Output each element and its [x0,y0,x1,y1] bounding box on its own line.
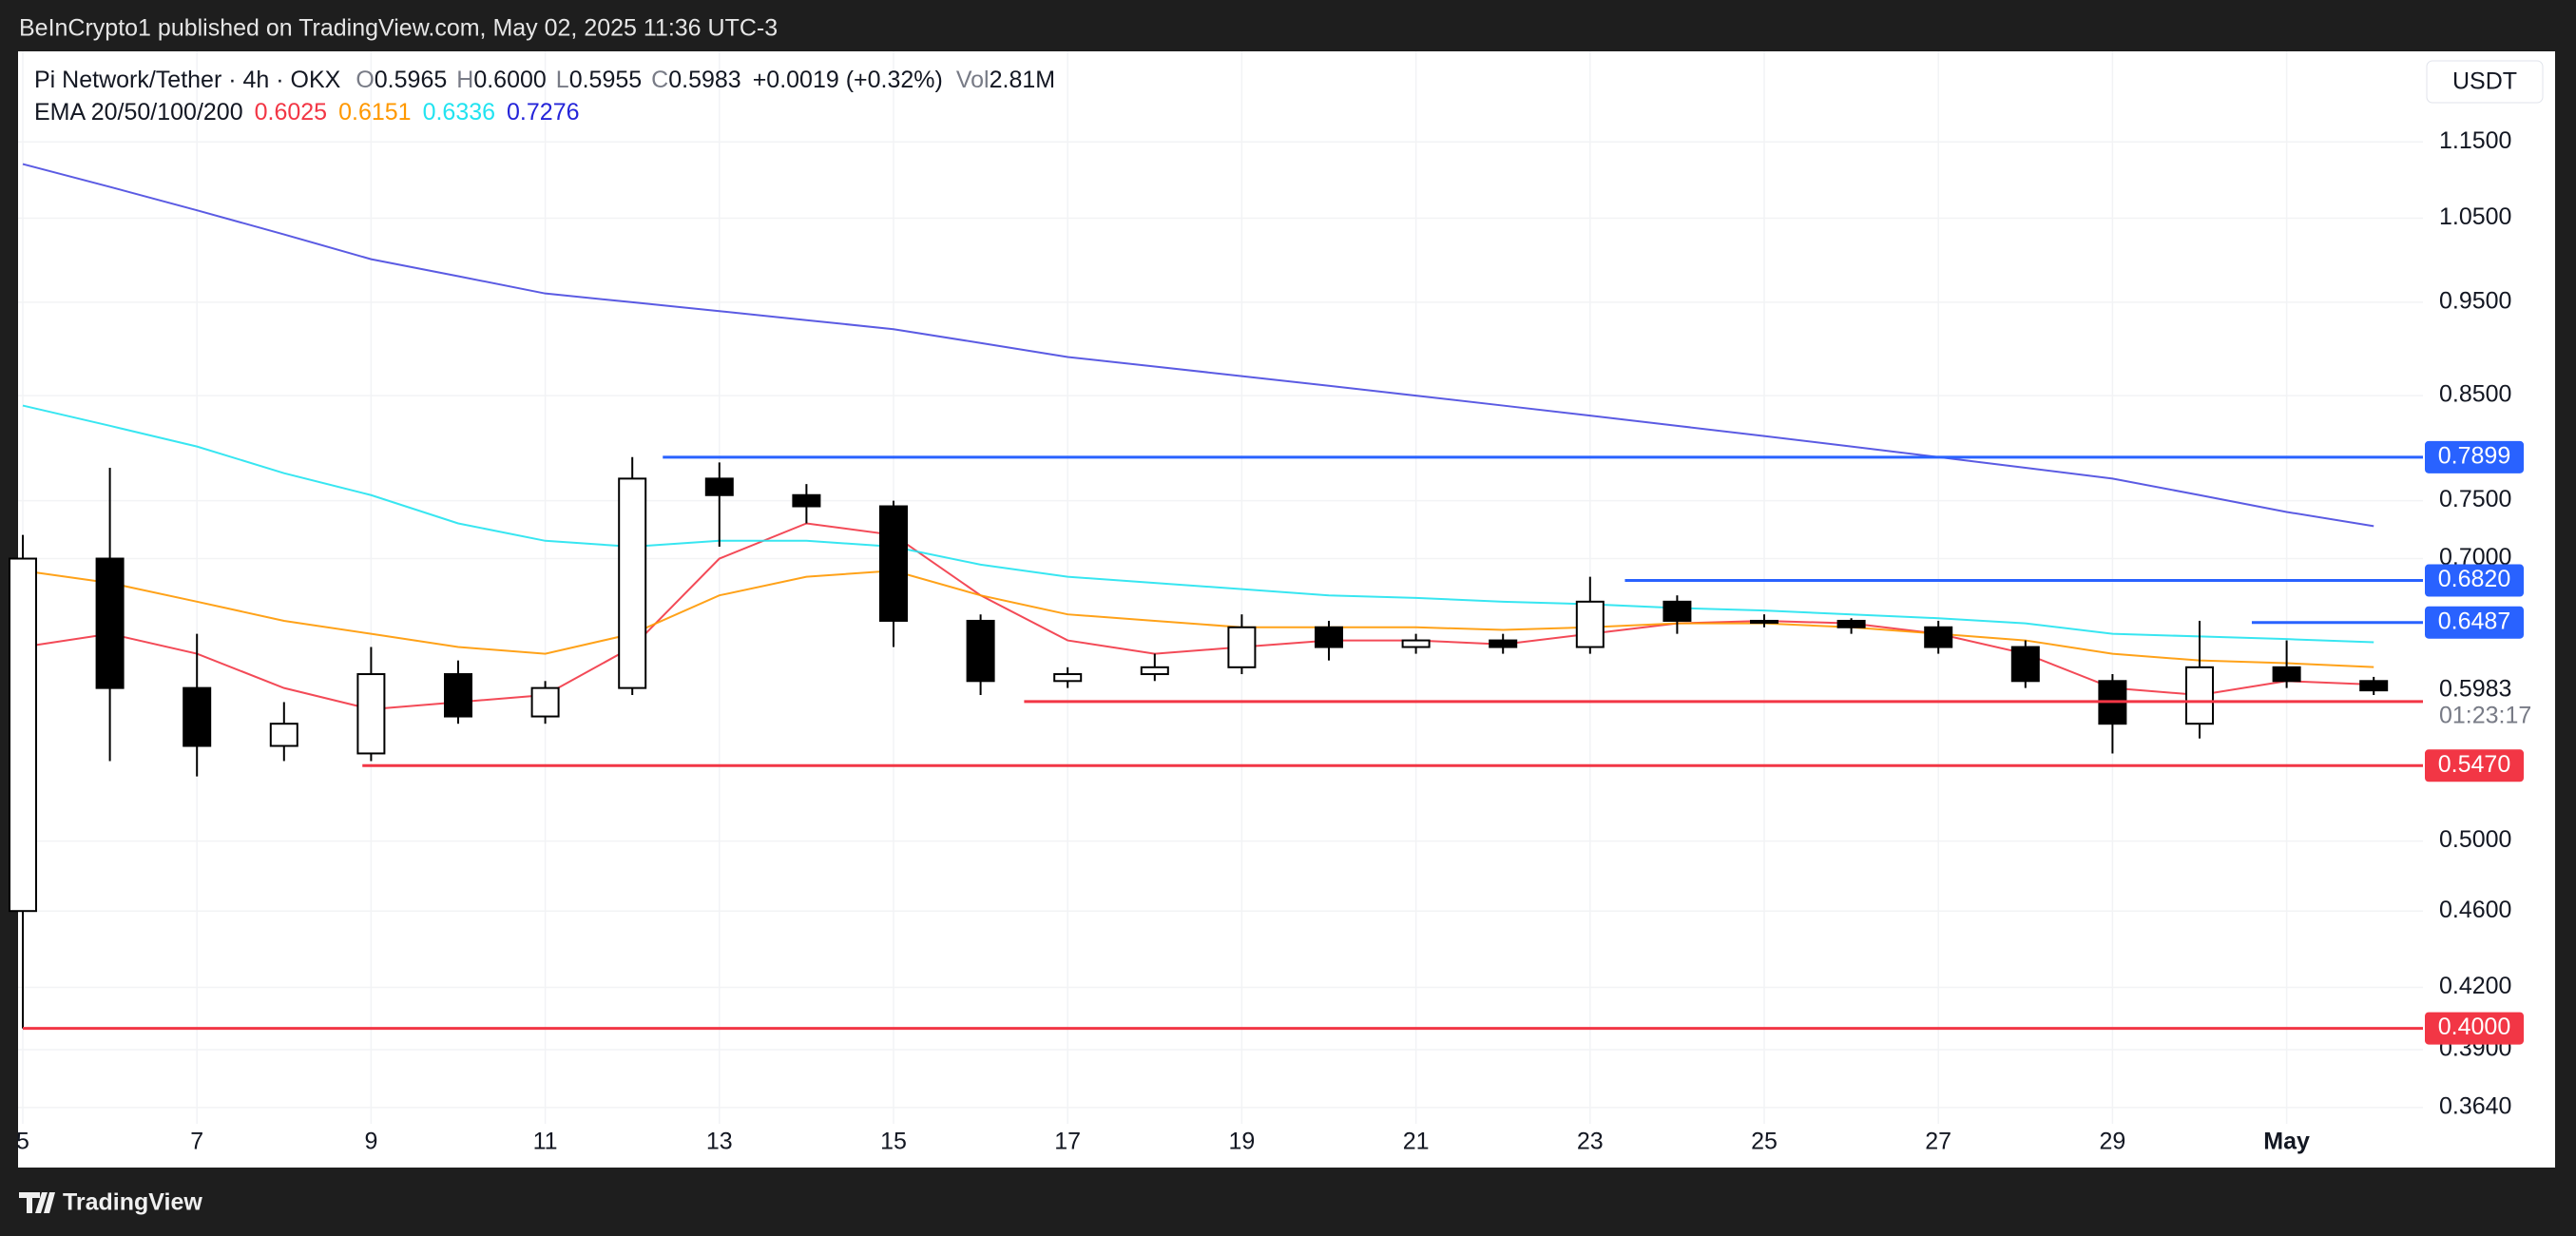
publisher: BeInCrypto1 published on TradingView.com… [19,15,778,42]
level-tag [2425,749,2524,782]
level-tag [2425,1012,2524,1045]
chart-panel [18,51,2555,1168]
x-tick-label: 19 [1228,1129,1255,1155]
level-label: 0.6487 [2438,608,2510,634]
candle-body [1140,666,1169,676]
x-tick-label: 7 [190,1129,203,1155]
stat-value: 0.5983 [668,67,740,93]
candle-body [2272,666,2301,683]
x-tick-label: 25 [1751,1129,1778,1155]
ema-value: 0.6336 [423,99,495,126]
level-label: 0.5470 [2438,751,2510,778]
stat-key: H [456,67,473,93]
level-label: 0.4000 [2438,1014,2510,1040]
candle-body [792,493,821,508]
candle-body [1663,600,1692,622]
x-tick-label: 17 [1054,1129,1081,1155]
ema-value: 0.7276 [507,99,579,126]
y-tick-label: 1.0500 [2439,203,2511,230]
candle-body [1575,600,1605,648]
stat-key: O [356,67,374,93]
level-label: 0.7899 [2438,442,2510,469]
candle-body [2185,666,2214,725]
stat-value: 0.5965 [375,67,447,93]
stat-key: L [556,67,569,93]
ema-line [22,163,2374,528]
candle-body [2010,646,2040,683]
brand: TradingView [63,1189,202,1216]
candle-body [1836,619,1866,628]
y-tick-label: 1.1500 [2439,127,2511,154]
x-tick-label: 29 [2099,1129,2125,1155]
change: +0.0019 (+0.32%) [753,67,943,93]
y-tick-label: 0.7500 [2439,486,2511,512]
candle-body [95,557,125,689]
price-tag-bg [2425,674,2539,734]
candle-body [1924,626,1953,648]
x-tick-label: 5 [16,1129,29,1155]
candle-body [2359,680,2389,692]
legend-line: Pi Network/Tether · 4h · OKX O0.5965 H0.60… [34,67,1055,93]
candle-body [704,477,734,496]
countdown: 01:23:17 [2439,703,2531,729]
level-tag [2425,440,2524,473]
ema-line [22,522,2374,710]
candle-body [1489,639,1518,648]
ema-line [22,404,2374,644]
stat-value: 0.6000 [473,67,546,93]
candle-body [1227,626,1257,668]
x-tick-label: 21 [1403,1129,1430,1155]
y-tick-label: 0.4600 [2439,897,2511,923]
y-tick-label: 0.3640 [2439,1092,2511,1119]
candle-body [966,619,995,683]
candle-body [530,686,560,718]
candle-body [444,673,472,718]
symbol: Pi Network/Tether · 4h · OKX [34,67,341,93]
footer-logo [19,1192,55,1213]
stat-key: C [651,67,668,93]
x-tick-label: 11 [533,1129,558,1155]
candle-body [618,477,647,689]
y-tick-label: 0.5000 [2439,826,2511,853]
level-tag [2425,606,2524,639]
x-tick-label: 13 [706,1129,733,1155]
x-tick-label: 15 [880,1129,907,1155]
level-tag [2425,564,2524,597]
candle-body [879,505,908,622]
ema-label: EMA 20/50/100/200 [34,99,243,126]
candle-body [1053,673,1083,683]
x-tick-label: May [2263,1129,2310,1155]
stat-value: 0.5955 [569,67,642,93]
y-tick-label: 0.9500 [2439,288,2511,315]
level-label: 0.6820 [2438,566,2510,592]
x-tick-label: 23 [1577,1129,1604,1155]
candle-body [356,673,386,755]
candle-body [1315,626,1343,648]
ema-value: 0.6025 [255,99,327,126]
volume-key: Vol [956,67,990,93]
current-price: 0.5983 [2439,676,2511,703]
y-tick-label: 0.8500 [2439,381,2511,408]
candle-body [9,557,37,913]
ema-legend: EMA 20/50/100/200 0.6025 0.6151 0.6336 0.727… [34,99,580,126]
y-tick-label: 0.4200 [2439,973,2511,999]
candle-body [183,686,212,747]
ema-value: 0.6151 [338,99,411,126]
currency-button[interactable] [2426,60,2544,104]
candle-body [269,723,298,747]
currency[interactable]: USDT [2452,68,2517,95]
ema-line [22,570,2374,668]
x-tick-label: 9 [364,1129,377,1155]
candle-body [1750,619,1778,624]
volume-value: 2.81M [990,67,1055,93]
candle-body [1401,639,1431,648]
x-tick-label: 27 [1925,1129,1951,1155]
